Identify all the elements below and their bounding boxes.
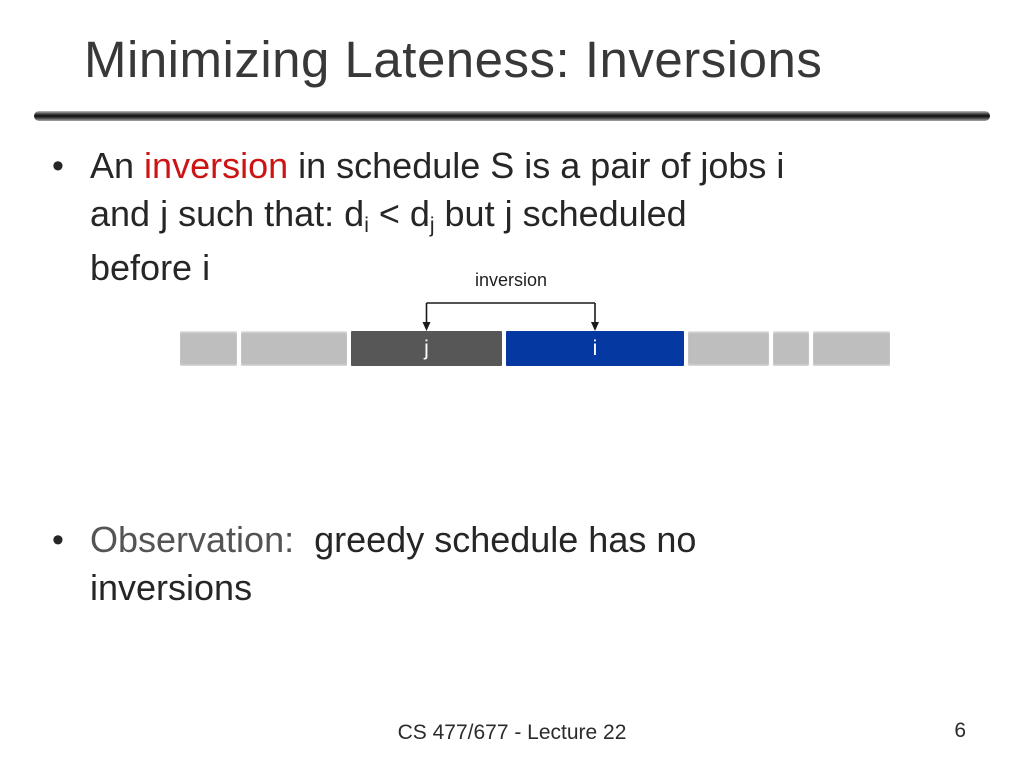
bullet-item-observation: • Observation: greedy schedule has no inv… — [52, 516, 932, 612]
job-segment-i: i — [506, 331, 684, 366]
bullet-observation-text: Observation: greedy schedule has no inver… — [90, 516, 932, 612]
title-divider — [34, 111, 990, 121]
inversion-annotation-label: inversion — [474, 270, 548, 290]
bullet-definition-text: An inversion in schedule S is a pair of … — [90, 142, 914, 292]
text-span: An — [90, 145, 145, 186]
text-span-red: inversion — [144, 145, 289, 186]
text-span: < d — [368, 193, 430, 234]
job-segment-idle — [813, 331, 890, 366]
inversion-bracket-arrows-icon — [422, 302, 599, 331]
text-span: and j such that: d — [90, 193, 365, 234]
text-line: An inversion in schedule S is a pair of … — [90, 142, 914, 190]
page-number: 6 — [954, 719, 966, 742]
job-segment-idle — [241, 331, 347, 366]
job-segment-idle — [688, 331, 769, 366]
job-segment-j: j — [351, 331, 502, 366]
job-segment-label: j — [424, 337, 429, 360]
text-span: in schedule S is a pair of jobs i — [288, 145, 785, 186]
text-span-sub: i — [364, 214, 369, 238]
bullet-item-definition: • An inversion in schedule S is a pair o… — [52, 142, 914, 292]
text-span-muted: Observation: — [90, 519, 295, 560]
text-line: Observation: greedy schedule has no — [90, 516, 932, 564]
bullet-icon: • — [52, 521, 64, 559]
text-span: before i — [90, 247, 211, 288]
slide-title: Minimizing Lateness: Inversions — [84, 31, 823, 88]
text-line: inversions — [90, 564, 932, 612]
text-span: greedy schedule has no — [294, 519, 697, 560]
text-line: and j such that: di < dj but j scheduled — [90, 190, 914, 244]
job-segment-label: i — [592, 337, 598, 360]
text-span: inversions — [90, 567, 253, 608]
text-line: before i — [90, 244, 914, 292]
text-span: but j scheduled — [434, 193, 687, 234]
bullet-icon: • — [52, 147, 64, 185]
text-span-sub: j — [429, 214, 435, 238]
footer-course-label: CS 477/677 - Lecture 22 — [397, 721, 627, 744]
job-segment-idle — [773, 331, 809, 366]
job-segment-idle — [180, 331, 237, 366]
